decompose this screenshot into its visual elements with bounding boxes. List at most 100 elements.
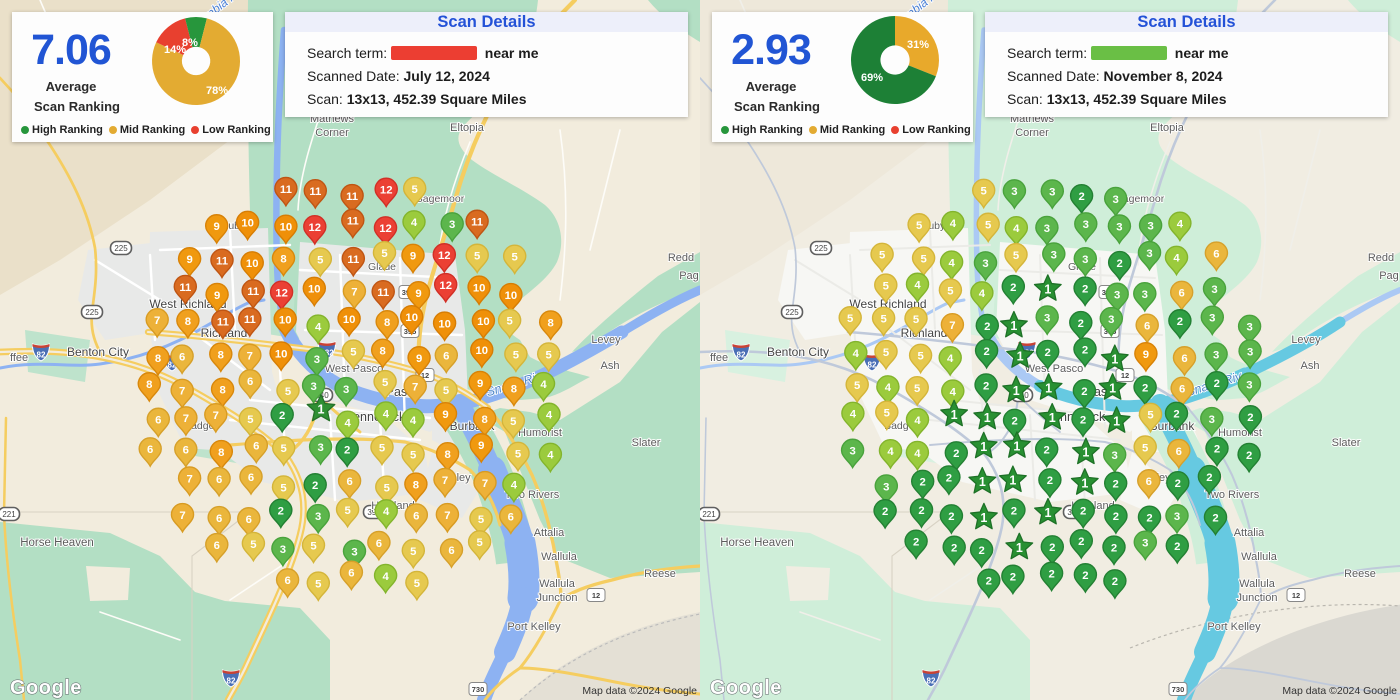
svg-text:5: 5 [382, 377, 388, 389]
svg-text:3: 3 [449, 219, 455, 231]
svg-text:4: 4 [947, 353, 954, 365]
svg-text:1: 1 [1049, 411, 1056, 425]
svg-text:6: 6 [1179, 384, 1185, 396]
svg-text:2: 2 [1173, 409, 1179, 421]
svg-text:3: 3 [1174, 511, 1180, 523]
svg-text:2: 2 [1045, 347, 1051, 359]
svg-text:11: 11 [346, 191, 358, 203]
svg-text:6: 6 [253, 441, 259, 453]
svg-text:4: 4 [914, 280, 921, 292]
svg-text:6: 6 [1213, 248, 1219, 260]
svg-text:2: 2 [1214, 444, 1220, 456]
svg-text:5: 5 [854, 380, 860, 392]
svg-text:5: 5 [847, 313, 853, 325]
svg-text:3: 3 [317, 442, 323, 454]
svg-text:4: 4 [546, 410, 553, 422]
svg-text:5: 5 [884, 408, 890, 420]
svg-text:11: 11 [179, 282, 191, 294]
svg-text:Junction: Junction [537, 592, 578, 604]
svg-text:6: 6 [1179, 288, 1185, 300]
svg-text:12: 12 [275, 288, 288, 300]
svg-text:3: 3 [1147, 221, 1153, 233]
svg-text:6: 6 [214, 540, 220, 552]
svg-text:11: 11 [244, 314, 256, 326]
svg-text:3: 3 [1246, 322, 1252, 334]
svg-text:ffee: ffee [710, 352, 728, 364]
svg-text:2: 2 [1049, 542, 1055, 554]
svg-text:3: 3 [1112, 450, 1118, 462]
svg-text:10: 10 [405, 312, 418, 324]
svg-text:Wallula: Wallula [539, 578, 576, 590]
svg-text:5: 5 [250, 539, 256, 551]
svg-text:5: 5 [920, 253, 926, 265]
svg-text:3: 3 [1044, 223, 1050, 235]
svg-text:3: 3 [1247, 346, 1253, 358]
svg-text:Benton City: Benton City [767, 345, 829, 359]
svg-text:221: 221 [702, 510, 716, 519]
svg-text:9: 9 [415, 288, 421, 300]
svg-text:6: 6 [179, 351, 185, 363]
svg-text:4: 4 [382, 571, 389, 583]
svg-text:7: 7 [412, 382, 418, 394]
svg-text:11: 11 [280, 184, 292, 196]
svg-text:221: 221 [2, 510, 16, 519]
svg-text:2: 2 [1113, 479, 1119, 491]
svg-text:Google: Google [10, 677, 82, 699]
svg-text:3: 3 [1211, 284, 1217, 296]
svg-text:2: 2 [1080, 414, 1086, 426]
svg-text:10: 10 [279, 314, 292, 326]
svg-text:ffee: ffee [10, 352, 28, 364]
svg-text:2: 2 [1078, 318, 1084, 330]
svg-text:2: 2 [1010, 282, 1016, 294]
svg-text:Redd: Redd [668, 252, 694, 264]
svg-text:5: 5 [512, 252, 518, 264]
svg-text:2: 2 [1080, 506, 1086, 518]
svg-text:2: 2 [344, 444, 350, 456]
svg-text:Eltopia: Eltopia [450, 122, 485, 134]
svg-text:4: 4 [1177, 219, 1184, 231]
svg-text:4: 4 [948, 257, 955, 269]
svg-text:5: 5 [879, 250, 885, 262]
svg-text:2: 2 [1078, 191, 1084, 203]
svg-text:Pag: Pag [1379, 270, 1399, 282]
svg-text:Horse Heaven: Horse Heaven [20, 537, 94, 549]
svg-text:8: 8 [380, 346, 386, 358]
svg-text:8: 8 [155, 353, 161, 365]
svg-text:Reese: Reese [644, 568, 676, 580]
svg-text:Port Kelley: Port Kelley [507, 621, 561, 633]
svg-text:7: 7 [949, 320, 955, 332]
svg-text:5: 5 [443, 385, 449, 397]
svg-text:2: 2 [279, 410, 285, 422]
svg-text:6: 6 [508, 511, 514, 523]
svg-text:8: 8 [511, 384, 517, 396]
svg-text:1: 1 [980, 440, 987, 454]
svg-text:8: 8 [146, 379, 152, 391]
svg-text:8: 8 [548, 317, 554, 329]
svg-text:10: 10 [343, 314, 356, 326]
svg-text:Wallula: Wallula [541, 551, 578, 563]
svg-text:82: 82 [927, 677, 936, 686]
svg-text:5: 5 [317, 254, 323, 266]
svg-text:8: 8 [413, 479, 419, 491]
svg-text:5: 5 [414, 578, 420, 590]
svg-text:4: 4 [885, 382, 892, 394]
svg-text:82: 82 [227, 677, 236, 686]
svg-text:5: 5 [880, 314, 886, 326]
svg-text:4: 4 [547, 450, 554, 462]
svg-text:5: 5 [315, 578, 321, 590]
svg-text:8: 8 [218, 349, 224, 361]
svg-text:Sagemoor: Sagemoor [1116, 193, 1165, 205]
svg-text:2: 2 [984, 321, 990, 333]
svg-text:2: 2 [948, 511, 954, 523]
svg-text:1: 1 [1013, 439, 1020, 453]
svg-text:2: 2 [1142, 383, 1148, 395]
svg-text:1: 1 [951, 408, 958, 422]
svg-text:11: 11 [347, 254, 359, 266]
svg-text:4: 4 [853, 348, 860, 360]
svg-text:4: 4 [411, 217, 418, 229]
svg-text:Two Rivers: Two Rivers [1205, 489, 1260, 501]
svg-text:5: 5 [883, 280, 889, 292]
svg-text:5: 5 [247, 414, 253, 426]
svg-text:240: 240 [315, 391, 329, 400]
svg-text:14%: 14% [164, 44, 186, 56]
